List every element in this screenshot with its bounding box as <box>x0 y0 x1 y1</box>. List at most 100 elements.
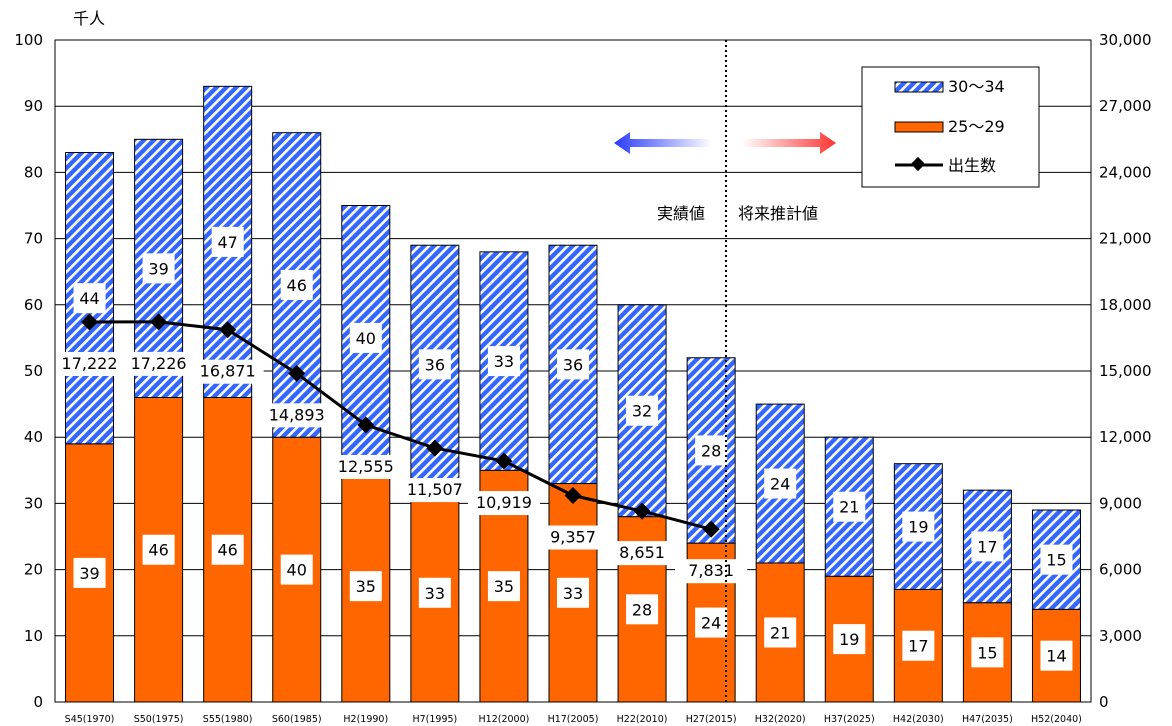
line-label: 10,919 <box>476 493 532 512</box>
bar-label-box <box>349 322 382 353</box>
y-left-tick-label: 50 <box>24 362 43 380</box>
bar-labels: 39 44 46 39 46 47 40 46 35 40 33 36 35 33 33 36 28 32 24 28… <box>73 226 1073 671</box>
x-tick-label: H22(2010) <box>617 714 668 725</box>
bar-label-box <box>626 594 659 625</box>
bar-label-box <box>349 571 382 602</box>
y-left-tick-label: 100 <box>14 31 43 49</box>
y-right-tick-label: 21,000 <box>1099 230 1152 248</box>
birth-line-path <box>89 320 712 531</box>
legend-marker <box>910 156 926 172</box>
bar-label-30-34: 44 <box>79 289 99 308</box>
y-left-tick-label: 80 <box>24 163 43 181</box>
x-tick-label: H52(2040) <box>1031 714 1082 725</box>
line-labels: 17,222 17,226 16,871 14,893 12,555 11,507 10,9… <box>53 351 748 584</box>
birth-marker <box>150 313 168 331</box>
y-left-tick-label: 0 <box>33 693 43 711</box>
y-axis-right: 0 3,000 6,000 9,000 12,000 15,000 18,000 21,000… <box>1099 31 1152 711</box>
y-left-tick-label: 60 <box>24 296 43 314</box>
bar-label-25-29: 33 <box>425 584 445 603</box>
birth-marker <box>219 321 237 339</box>
x-axis-labels: S45(1970) S50(1975) S55(1980) S60(1985) H2(1… <box>65 714 1082 725</box>
bar-label-30-34: 33 <box>494 352 514 371</box>
line-label: 17,226 <box>131 354 187 373</box>
y-right-tick-label: 6,000 <box>1099 561 1142 579</box>
y-left-tick-label: 70 <box>24 230 43 248</box>
bar-label-30-34: 47 <box>217 233 237 252</box>
bar-label-30-34: 40 <box>356 329 376 348</box>
arrow-right-icon <box>742 132 836 154</box>
x-tick-label: S50(1975) <box>134 714 184 725</box>
bar-label-box <box>73 557 106 588</box>
x-tick-label: H42(2030) <box>893 714 944 725</box>
bar-label-box <box>557 349 589 380</box>
bar-label-25-29: 33 <box>563 584 583 603</box>
bar-label-box <box>211 534 244 565</box>
y-left-tick-label: 30 <box>24 494 43 512</box>
line-label-box <box>260 403 333 428</box>
bar-label-30-34: 17 <box>977 537 997 556</box>
y-right-tick-label: 9,000 <box>1099 494 1142 512</box>
x-tick-label: H27(2015) <box>686 714 737 725</box>
legend-swatch-30-34 <box>894 81 944 93</box>
line-label-box <box>122 351 195 376</box>
birth-line <box>81 313 720 538</box>
bar-label-25-29: 14 <box>1046 647 1066 666</box>
bar-label-box <box>764 468 797 499</box>
line-label: 9,357 <box>550 528 596 547</box>
bar-label-box <box>487 571 520 602</box>
legend: 30〜34 25〜29 出生数 <box>861 66 1040 188</box>
bar-label-box <box>418 577 451 608</box>
birth-marker <box>81 313 99 331</box>
x-tick-label: H2(1990) <box>343 714 388 725</box>
bar-label-25-29: 46 <box>217 541 237 560</box>
bar-label-box <box>971 637 1004 668</box>
bar-label-box <box>695 607 728 638</box>
bar-label-box <box>902 511 935 542</box>
legend-label-births: 出生数 <box>948 156 996 175</box>
y-left-tick-label: 20 <box>24 561 43 579</box>
legend-label-30-34: 30〜34 <box>948 77 1005 96</box>
bar-label-25-29: 35 <box>494 577 514 596</box>
bar-label-box <box>418 349 451 380</box>
bar-label-30-34: 39 <box>148 259 168 278</box>
bar-label-25-29: 39 <box>79 564 99 583</box>
birth-marker <box>288 364 306 382</box>
line-label-box <box>398 478 471 503</box>
legend-label-25-29: 25〜29 <box>948 117 1005 136</box>
bar-label-box <box>626 395 659 426</box>
y-right-tick-label: 0 <box>1099 693 1109 711</box>
birth-marker <box>357 416 375 434</box>
bar-label-25-29: 40 <box>287 561 307 580</box>
bar-label-30-34: 28 <box>701 441 721 460</box>
bar-label-25-29: 35 <box>356 577 376 596</box>
bar-label-30-34: 36 <box>563 355 583 374</box>
bar-label-25-29: 21 <box>770 623 790 642</box>
y-left-tick-label: 90 <box>24 97 43 115</box>
bar-label-box <box>833 624 866 655</box>
birth-marker <box>495 452 513 470</box>
line-label: 17,222 <box>62 354 118 373</box>
line-label-box <box>537 525 609 550</box>
bar-label-30-34: 21 <box>839 498 859 517</box>
line-label-box <box>191 359 264 384</box>
bar-label-30-34: 36 <box>425 355 445 374</box>
bar-label-25-29: 19 <box>839 630 859 649</box>
bar-label-box <box>142 253 175 284</box>
line-label: 16,871 <box>200 362 256 381</box>
x-tick-label: H32(2020) <box>755 714 806 725</box>
line-label-box <box>467 491 540 516</box>
line-label-box <box>53 351 126 376</box>
y-right-tick-label: 24,000 <box>1099 163 1152 181</box>
line-label: 11,507 <box>407 480 463 499</box>
line-label: 12,555 <box>338 457 394 476</box>
line-label-box <box>675 559 748 584</box>
bar-label-30-34: 46 <box>287 276 307 295</box>
bar-label-box <box>1040 640 1073 671</box>
bar-label-box <box>211 226 244 257</box>
x-tick-label: H7(1995) <box>412 714 457 725</box>
line-label-box <box>329 454 402 479</box>
y-right-tick-label: 15,000 <box>1099 362 1152 380</box>
bar-label-25-29: 24 <box>701 614 721 633</box>
y-right-tick-label: 30,000 <box>1099 31 1152 49</box>
